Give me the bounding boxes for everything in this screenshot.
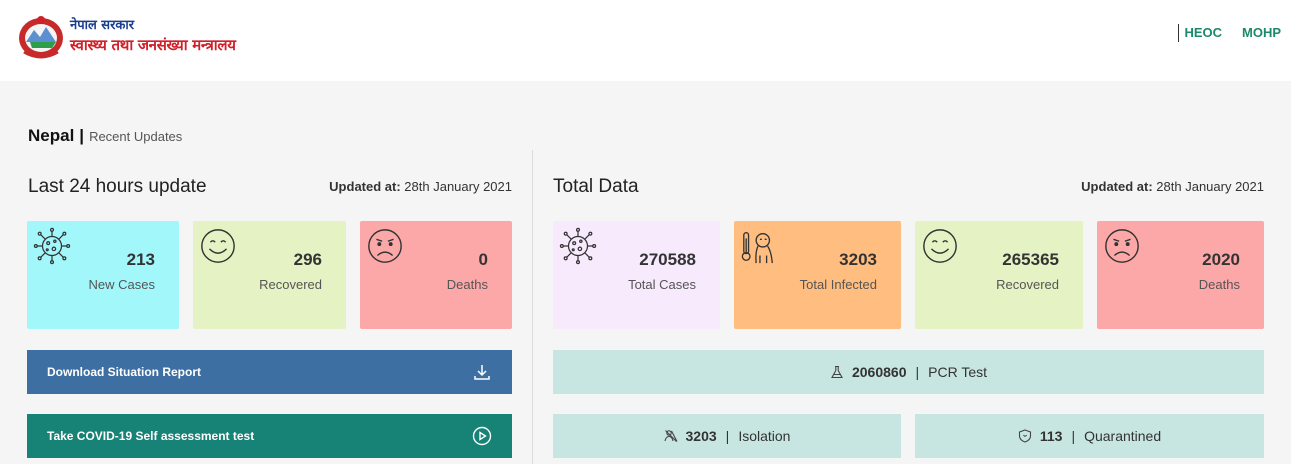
new-cases-card: 213 New Cases <box>27 221 179 329</box>
sad-icon <box>368 229 402 263</box>
new-cases-label: New Cases <box>88 277 155 292</box>
breadcrumb: Nepal | Recent Updates <box>28 126 182 146</box>
play-circle-icon <box>472 426 492 446</box>
breadcrumb-separator: | <box>79 126 85 145</box>
deaths-24h-card: 0 Deaths <box>360 221 512 329</box>
logo-government-text: नेपाल सरकार <box>70 18 135 33</box>
total-deaths-label: Deaths <box>1198 277 1240 292</box>
isolation-stat: 3203 | Isolation <box>553 414 901 458</box>
isolation-value: 3203 <box>685 428 717 444</box>
smile-icon <box>923 229 957 263</box>
recovered-24h-label: Recovered <box>259 277 322 292</box>
breadcrumb-section: Recent Updates <box>89 129 183 144</box>
sad-icon <box>1105 229 1139 263</box>
virus-icon <box>559 227 597 265</box>
total-title: Total Data <box>553 176 639 197</box>
logo-ministry-text: स्वास्थ्य तथा जनसंख्या मन्त्रालय <box>70 36 236 54</box>
site-header: नेपाल सरकार स्वास्थ्य तथा जनसंख्या मन्त्… <box>0 0 1291 81</box>
new-cases-value: 213 <box>126 250 155 269</box>
breadcrumb-country: Nepal <box>28 126 75 145</box>
recovered-24h-value: 296 <box>293 250 322 269</box>
isolation-label: Isolation <box>738 428 791 444</box>
total-updated-label: Updated at: <box>1081 179 1153 194</box>
total-deaths-value: 2020 <box>1202 250 1240 269</box>
virus-icon <box>33 227 71 265</box>
quarantined-stat: 113 | Quarantined <box>915 414 1264 458</box>
shield-icon <box>1018 429 1031 443</box>
nav-mohp-link[interactable]: MOHP <box>1242 25 1281 40</box>
top-nav: HEOC MOHP <box>1184 25 1281 40</box>
total-cases-value: 270588 <box>639 250 696 269</box>
download-icon <box>474 365 490 380</box>
quarantined-value: 113 <box>1039 428 1063 444</box>
total-recovered-card: 265365 Recovered <box>915 221 1083 329</box>
text-cursor <box>1178 24 1179 42</box>
recovered-24h-card: 296 Recovered <box>193 221 346 329</box>
total-cases-card: 270588 Total Cases <box>553 221 720 329</box>
total-updated-value: 28th January 2021 <box>1156 179 1264 194</box>
total-infected-card: 3203 Total Infected <box>734 221 901 329</box>
total-cases-label: Total Cases <box>628 277 696 292</box>
isolation-people-icon <box>663 430 678 442</box>
download-report-label: Download Situation Report <box>47 365 201 379</box>
last24-title: Last 24 hours update <box>28 176 207 197</box>
pcr-test-label: PCR Test <box>928 364 988 380</box>
pcr-test-value: 2060860 <box>851 364 907 380</box>
deaths-24h-value: 0 <box>478 250 488 269</box>
last24-updated: Updated at: 28th January 2021 <box>329 179 512 194</box>
last24-updated-label: Updated at: <box>329 179 401 194</box>
total-deaths-card: 2020 Deaths <box>1097 221 1264 329</box>
self-assessment-label: Take COVID-19 Self assessment test <box>47 429 255 443</box>
pcr-test-stat: 2060860 | PCR Test <box>553 350 1264 394</box>
thermometer-patient-icon <box>741 232 773 264</box>
total-infected-value: 3203 <box>839 250 877 269</box>
quarantined-label: Quarantined <box>1084 428 1162 444</box>
self-assessment-button[interactable]: Take COVID-19 Self assessment test <box>27 414 512 458</box>
nav-heoc-link[interactable]: HEOC <box>1184 25 1222 40</box>
flask-icon <box>831 365 843 379</box>
total-updated: Updated at: 28th January 2021 <box>1081 179 1264 194</box>
nepal-emblem-icon <box>19 16 63 59</box>
deaths-24h-label: Deaths <box>446 277 488 292</box>
download-report-button[interactable]: Download Situation Report <box>27 350 512 394</box>
ministry-logo[interactable]: नेपाल सरकार स्वास्थ्य तथा जनसंख्या मन्त्… <box>16 12 236 60</box>
panel-divider <box>532 150 533 464</box>
smile-icon <box>201 229 235 263</box>
last24-updated-value: 28th January 2021 <box>404 179 512 194</box>
total-infected-label: Total Infected <box>799 277 877 292</box>
total-recovered-value: 265365 <box>1002 250 1059 269</box>
total-recovered-label: Recovered <box>996 277 1059 292</box>
